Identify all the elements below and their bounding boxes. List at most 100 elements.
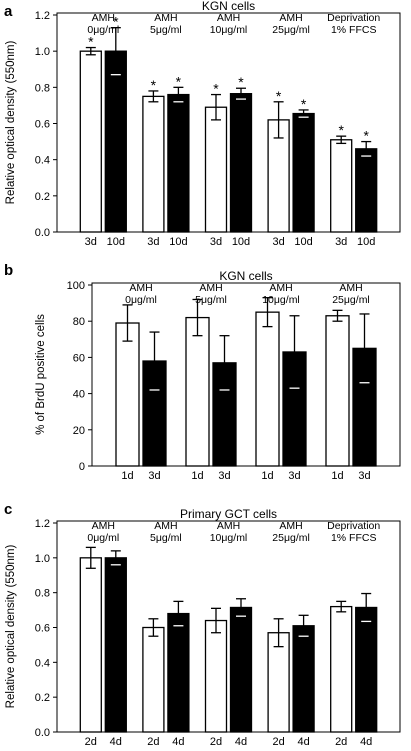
chart-title: KGN cells bbox=[202, 0, 255, 13]
group-label-line2: 5μg/ml bbox=[150, 532, 182, 544]
group-label-line1: Deprivation bbox=[327, 520, 380, 532]
group-label-line1: AMH bbox=[269, 282, 292, 294]
group-label-line2: 25μg/ml bbox=[272, 24, 310, 36]
significance-marker: * bbox=[276, 88, 282, 104]
y-tick-label: 0.6 bbox=[35, 119, 50, 131]
bar bbox=[104, 50, 127, 233]
group-label-line2: 0μg/ml bbox=[87, 24, 119, 36]
group-label-line1: AMH bbox=[217, 520, 240, 532]
x-tick-label: 4d bbox=[172, 736, 184, 748]
group-label-line1: AMH bbox=[279, 520, 302, 532]
x-tick-label: 10d bbox=[107, 236, 125, 248]
y-axis-title: % of BrdU positive cells bbox=[35, 314, 47, 435]
x-tick-label: 3d bbox=[210, 236, 222, 248]
y-tick-label: 1.0 bbox=[35, 46, 50, 58]
y-tick-label: 0.4 bbox=[35, 155, 50, 167]
group-label-line1: AMH bbox=[129, 282, 152, 294]
panel-label: c bbox=[4, 501, 12, 518]
y-tick-label: 80 bbox=[73, 316, 85, 328]
significance-marker: * bbox=[238, 74, 244, 90]
x-tick-label: 2d bbox=[272, 736, 284, 748]
y-tick-label: 0.8 bbox=[35, 82, 50, 94]
bar bbox=[185, 316, 210, 467]
significance-marker: * bbox=[113, 14, 119, 30]
group-label-line1: Deprivation bbox=[327, 12, 380, 24]
bar bbox=[229, 606, 253, 733]
group-label-line2: 0μg/ml bbox=[87, 532, 119, 544]
y-tick-label: 60 bbox=[73, 352, 85, 364]
significance-marker: * bbox=[363, 128, 369, 144]
group-label-line1: AMH bbox=[154, 520, 177, 532]
y-tick-label: 100 bbox=[67, 280, 85, 292]
plot-frame bbox=[56, 520, 401, 733]
y-tick-label: 0.8 bbox=[35, 588, 50, 600]
x-tick-label: 2d bbox=[85, 736, 97, 748]
bar bbox=[142, 95, 165, 233]
bar bbox=[79, 50, 102, 233]
group-label-line2: 10μg/ml bbox=[210, 24, 248, 36]
bar bbox=[229, 93, 253, 233]
x-tick-label: 1d bbox=[191, 470, 203, 482]
x-tick-label: 4d bbox=[360, 736, 372, 748]
group-label-line1: AMH bbox=[154, 12, 177, 24]
group-label-line1: AMH bbox=[92, 12, 115, 24]
bar bbox=[292, 112, 315, 233]
bar bbox=[325, 315, 350, 467]
y-tick-label: 0.2 bbox=[35, 692, 50, 704]
bar bbox=[267, 632, 290, 733]
chart-title: Primary GCT cells bbox=[180, 507, 277, 521]
bar bbox=[115, 322, 140, 467]
group-label-line2: 5μg/ml bbox=[195, 294, 227, 306]
x-tick-label: 4d bbox=[297, 736, 309, 748]
y-axis-title: Relative optical density (550nm) bbox=[5, 41, 17, 205]
group-label-line2: 5μg/ml bbox=[150, 24, 182, 36]
y-tick-label: 0.0 bbox=[35, 727, 50, 739]
x-tick-label: 10d bbox=[294, 236, 312, 248]
bar bbox=[355, 606, 378, 733]
bar bbox=[167, 612, 190, 733]
bar bbox=[330, 139, 353, 233]
x-tick-label: 1d bbox=[121, 470, 133, 482]
group-label-line2: 25μg/ml bbox=[272, 532, 310, 544]
group-label-line2: 25μg/ml bbox=[332, 294, 370, 306]
y-tick-label: 1.0 bbox=[35, 553, 50, 565]
panel-label: a bbox=[4, 3, 13, 20]
group-label-line1: AMH bbox=[339, 282, 362, 294]
y-tick-label: 0.0 bbox=[35, 227, 50, 239]
bar bbox=[255, 311, 280, 467]
bar bbox=[104, 557, 127, 733]
group-label-line2: 1% FFCS bbox=[331, 24, 377, 36]
y-tick-label: 0.4 bbox=[35, 657, 50, 669]
bar bbox=[330, 605, 353, 733]
panel-label: b bbox=[4, 262, 13, 279]
group-label-line2: 10μg/ml bbox=[262, 294, 300, 306]
x-tick-label: 3d bbox=[358, 470, 370, 482]
y-tick-label: 40 bbox=[73, 389, 85, 401]
group-label-line2: 10μg/ml bbox=[210, 532, 248, 544]
x-tick-label: 3d bbox=[85, 236, 97, 248]
plot-frame bbox=[56, 12, 401, 233]
bar bbox=[167, 93, 190, 233]
significance-marker: * bbox=[213, 81, 219, 97]
bar bbox=[142, 626, 165, 733]
group-label-line2: 1% FFCS bbox=[331, 532, 377, 544]
y-tick-label: 0 bbox=[79, 461, 85, 473]
significance-marker: * bbox=[151, 77, 157, 93]
x-tick-label: 3d bbox=[272, 236, 284, 248]
bar bbox=[204, 106, 228, 233]
x-tick-label: 4d bbox=[235, 736, 247, 748]
group-label-line1: AMH bbox=[199, 282, 222, 294]
plot-frame bbox=[91, 282, 401, 467]
x-tick-label: 3d bbox=[148, 470, 160, 482]
x-tick-label: 3d bbox=[288, 470, 300, 482]
x-tick-label: 1d bbox=[331, 470, 343, 482]
bar bbox=[355, 148, 378, 233]
group-label-line2: 0μg/ml bbox=[125, 294, 157, 306]
x-tick-label: 3d bbox=[218, 470, 230, 482]
x-tick-label: 2d bbox=[147, 736, 159, 748]
x-tick-label: 10d bbox=[232, 236, 250, 248]
y-tick-label: 0.6 bbox=[35, 623, 50, 635]
y-tick-label: 1.2 bbox=[35, 518, 50, 530]
group-label-line1: AMH bbox=[217, 12, 240, 24]
